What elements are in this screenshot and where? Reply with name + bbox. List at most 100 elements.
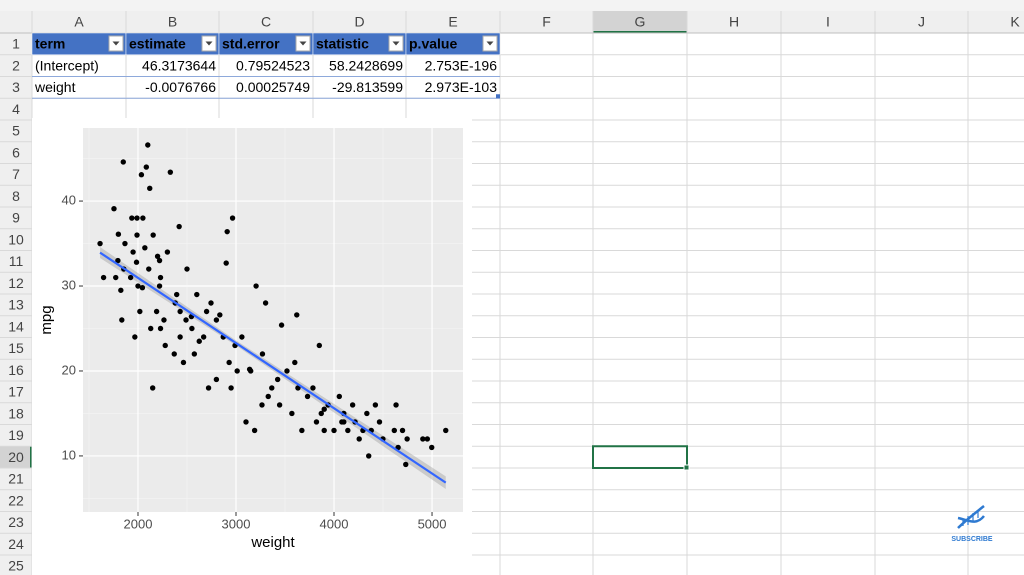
point [111,206,117,212]
table-cell[interactable]: 2.753E-196 [425,57,498,73]
logo-icon[interactable] [957,505,985,529]
point [265,393,271,400]
row-header[interactable]: 23 [8,514,24,530]
table-cell[interactable]: -29.813599 [332,79,403,95]
row-header[interactable]: 1 [12,36,20,52]
table-cell[interactable]: 2.973E-103 [425,79,498,95]
row-header-bar [0,33,32,575]
point [97,240,103,247]
point [356,436,362,442]
column-header[interactable]: G [635,14,646,30]
point [135,283,141,289]
point [234,368,240,374]
y-tick-label: 10 [62,447,76,462]
point [399,427,406,434]
point [228,385,234,391]
point [276,402,283,408]
point [278,322,285,328]
point [424,436,431,442]
point [194,291,200,298]
table-cell[interactable]: -0.0076766 [145,79,216,95]
row-header[interactable]: 24 [8,536,24,552]
y-tick-label: 20 [62,362,76,377]
x-tick-label: 2000 [124,516,153,531]
table-cell[interactable]: 46.3173644 [142,57,216,73]
row-header[interactable]: 11 [9,253,24,269]
row-header[interactable]: 18 [8,405,24,421]
x-tick-label: 3000 [222,516,251,531]
table-header-cell [405,32,501,55]
table-cell[interactable]: 0.79524523 [236,57,310,73]
row-header[interactable]: 4 [12,101,20,117]
row-header[interactable]: 25 [8,558,24,574]
selected-cell[interactable] [592,445,688,469]
point [299,427,305,434]
point [372,402,379,408]
point [292,359,298,366]
row-header[interactable]: 14 [8,318,24,334]
point [177,334,183,340]
column-header[interactable]: F [542,14,551,30]
table-cell[interactable]: weight [34,79,76,95]
point [239,334,245,340]
row-header[interactable]: 15 [8,340,24,356]
point [284,368,290,374]
column-header[interactable]: J [918,14,925,30]
column-header[interactable]: B [168,14,177,30]
point [140,215,146,221]
point [251,427,258,434]
row-header[interactable]: 16 [8,362,24,378]
x-tick-label: 4000 [320,516,349,531]
row-header[interactable]: 6 [12,144,20,160]
point [253,283,259,289]
column-header[interactable]: C [261,14,271,30]
point [137,308,143,315]
point [138,172,145,178]
table-cell[interactable]: 58.2428699 [329,57,403,73]
row-header[interactable]: 7 [12,166,20,182]
logo-text[interactable]: SUBSCRIBE [951,536,993,543]
fill-handle [683,464,690,471]
point [157,325,164,332]
row-header[interactable]: 22 [8,492,24,508]
point [223,260,229,266]
point [341,419,347,425]
y-tick-label: 30 [62,277,76,292]
row-header[interactable]: 2 [12,57,20,73]
row-header[interactable]: 20 [8,449,24,465]
point [132,334,138,340]
point [130,249,136,255]
table-cell[interactable]: (Intercept) [35,57,99,73]
ribbon-strip [0,0,1024,11]
point [134,232,140,238]
row-header[interactable]: 17 [8,384,24,400]
point [174,291,180,298]
point [164,249,171,255]
row-header[interactable]: 8 [12,188,20,204]
table-resize-handle [496,94,500,99]
column-header[interactable]: E [448,14,457,30]
column-header[interactable]: H [729,14,739,30]
x-tick-label: 5000 [418,516,447,531]
point [142,245,148,251]
point [313,419,320,425]
row-header[interactable]: 13 [8,297,24,313]
logo-rungs [962,511,979,526]
filter-arrow [486,41,494,46]
table-cell[interactable]: 0.00025749 [236,79,310,95]
filter-arrow [392,41,400,46]
column-header[interactable]: K [1010,14,1020,30]
point [120,159,126,165]
column-header[interactable]: A [74,14,84,30]
row-header[interactable]: 21 [8,471,24,487]
point [429,444,435,451]
column-header[interactable]: D [354,14,364,30]
point [336,393,343,400]
row-header[interactable]: 19 [8,427,24,443]
column-header[interactable]: I [826,14,830,30]
row-header[interactable]: 10 [8,231,24,247]
row-header[interactable]: 5 [12,123,20,139]
row-header[interactable]: 3 [12,79,20,95]
row-header[interactable]: 12 [8,275,24,291]
row-header[interactable]: 9 [12,210,20,226]
